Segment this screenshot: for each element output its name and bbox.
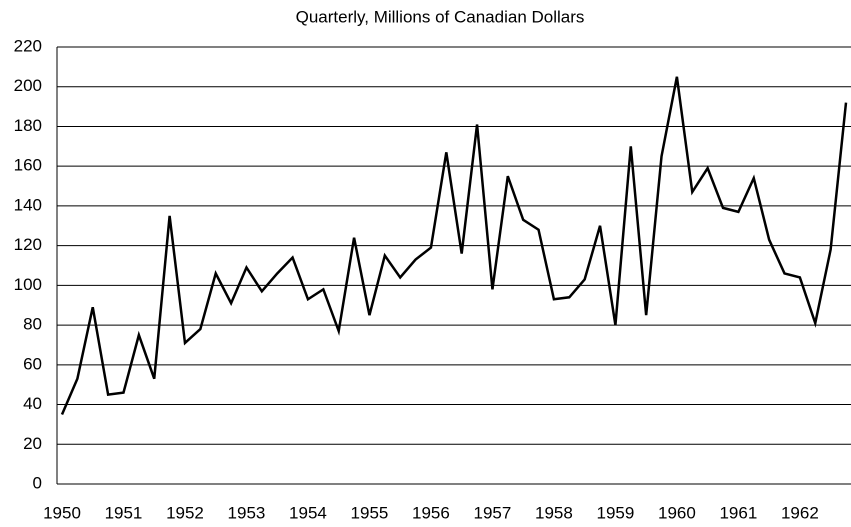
x-tick-label: 1950 [43,503,81,522]
x-tick-label: 1958 [535,503,573,522]
x-tick-label: 1957 [474,503,512,522]
x-tick-label: 1959 [596,503,634,522]
x-tick-label: 1962 [781,503,819,522]
y-tick-label: 100 [14,275,42,294]
x-tick-label: 1951 [105,503,143,522]
y-tick-label: 80 [23,315,42,334]
x-tick-label: 1954 [289,503,327,522]
y-tick-label: 180 [14,116,42,135]
chart-title: Quarterly, Millions of Canadian Dollars [296,7,585,26]
x-tick-label: 1956 [412,503,450,522]
y-tick-label: 40 [23,394,42,413]
y-tick-label: 200 [14,76,42,95]
y-tick-label: 0 [33,473,42,492]
y-tick-label: 20 [23,434,42,453]
x-tick-label: 1960 [658,503,696,522]
y-tick-label: 220 [14,36,42,55]
data-line [60,76,848,415]
y-tick-label: 140 [14,195,42,214]
x-tick-label: 1955 [351,503,389,522]
x-tick-label: 1953 [228,503,266,522]
y-tick-label: 120 [14,235,42,254]
y-tick-label: 60 [23,354,42,373]
x-tick-label: 1952 [166,503,204,522]
x-tick-label: 1961 [719,503,757,522]
y-tick-label: 160 [14,156,42,175]
